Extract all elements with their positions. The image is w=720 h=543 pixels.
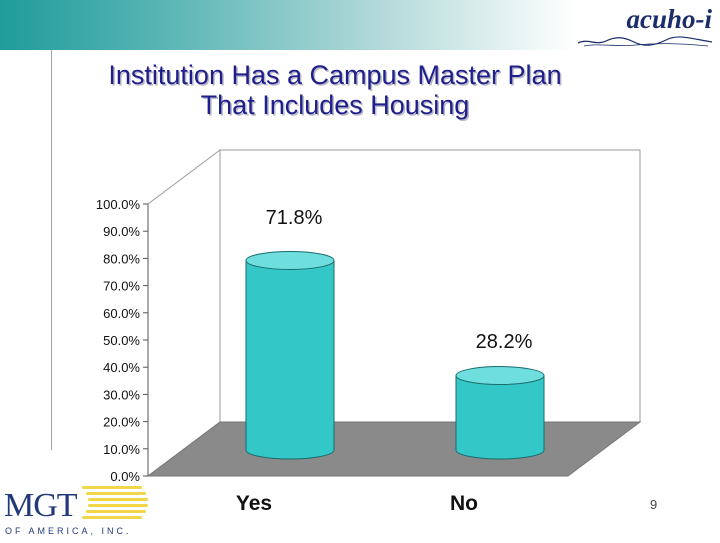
- chart-title-line-2: That Includes Housing: [200, 90, 470, 120]
- y-axis: 0.0% 10.0% 20.0% 30.0% 40.0% 50.0% 60.0% 70.0% 8…: [96, 197, 149, 484]
- y-tick-label: 20.0%: [103, 415, 140, 430]
- mgt-logo-stripes-icon: [82, 486, 148, 519]
- bar-top: [245, 250, 335, 270]
- chart-walls: [146, 149, 642, 477]
- y-tick-label: 90.0%: [103, 224, 140, 239]
- bars: [245, 250, 545, 460]
- bar-yes: [245, 250, 335, 460]
- x-axis: Yes No: [236, 492, 478, 515]
- y-tick-label: 40.0%: [103, 360, 140, 375]
- bar-no: [455, 366, 545, 460]
- y-tick-label: 80.0%: [103, 251, 140, 266]
- bar-top: [455, 366, 545, 386]
- chart-title-line-1: Institution Has a Campus Master Plan: [108, 60, 562, 90]
- y-tick-label: 60.0%: [103, 306, 140, 321]
- mgt-logo: [2, 480, 152, 538]
- header-band: [0, 0, 720, 50]
- data-label: 28.2%: [476, 331, 533, 353]
- chart-floor: [146, 421, 642, 477]
- mgt-logo-subtitle: OF AMERICA, INC.: [5, 526, 132, 536]
- y-tick-label: 30.0%: [103, 387, 140, 402]
- acuho-logo: acuho-i: [574, 4, 714, 48]
- chart-title: Institution Has a Campus Master Plan Tha…: [40, 60, 630, 120]
- side-wall: [147, 149, 221, 477]
- y-tick-label: 70.0%: [103, 279, 140, 294]
- mgt-logo-wordmark: MGT: [4, 487, 78, 524]
- bar-body: [455, 375, 545, 460]
- left-divider: [51, 50, 52, 450]
- y-tick-label: 0.0%: [110, 469, 140, 484]
- acuho-logo-wordmark: acuho-i: [626, 4, 712, 34]
- bar-body: [245, 259, 335, 460]
- data-labels: 71.8% 28.2%: [266, 207, 533, 353]
- y-tick-label: 100.0%: [96, 197, 141, 212]
- y-tick-label: 10.0%: [103, 442, 140, 457]
- x-category-label: Yes: [236, 492, 272, 515]
- data-label: 71.8%: [266, 207, 323, 229]
- y-tick-label: 50.0%: [103, 333, 140, 348]
- x-category-label: No: [450, 492, 478, 515]
- acuho-logo-scribble-icon: [577, 36, 713, 47]
- page-number: 9: [650, 497, 658, 512]
